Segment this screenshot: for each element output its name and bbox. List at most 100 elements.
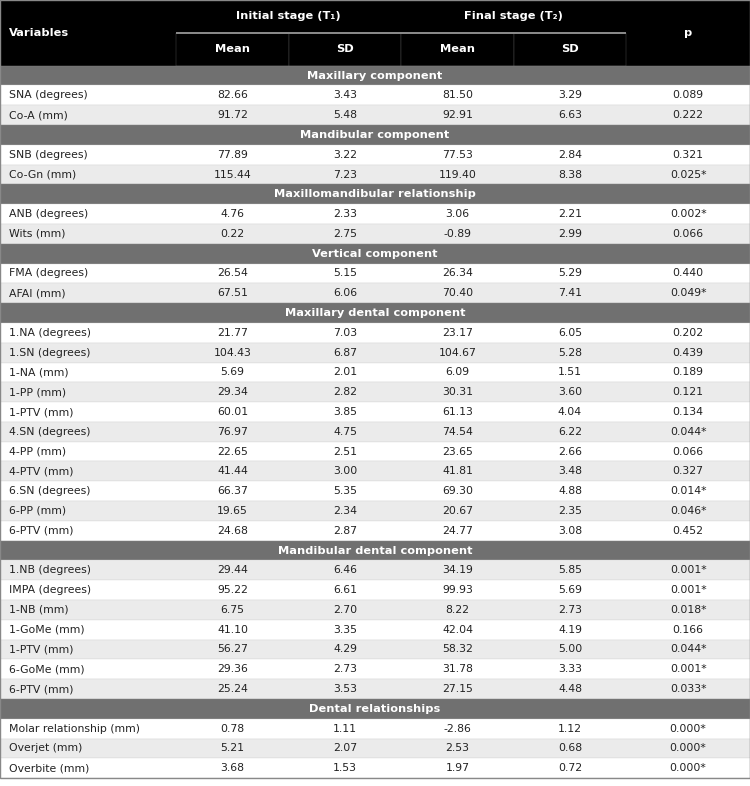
Bar (0, 422, 750, 442)
Text: 0.025*: 0.025* (670, 170, 706, 179)
Text: 58.32: 58.32 (442, 645, 473, 655)
Text: 1.11: 1.11 (333, 724, 357, 733)
Text: 3.00: 3.00 (333, 466, 357, 476)
Text: 26.34: 26.34 (442, 269, 473, 278)
Bar (0, 718, 750, 739)
Text: AFAI (mm): AFAI (mm) (9, 288, 66, 298)
Text: 1-PTV (mm): 1-PTV (mm) (9, 645, 74, 655)
Bar (0, 521, 750, 541)
Bar (514, 33, 626, 66)
Text: 6.87: 6.87 (333, 347, 357, 358)
Text: 119.40: 119.40 (439, 170, 476, 179)
Text: 6.61: 6.61 (333, 585, 357, 595)
Text: 0.066: 0.066 (673, 446, 704, 457)
Text: 66.37: 66.37 (217, 487, 248, 496)
Text: 0.089: 0.089 (673, 90, 704, 101)
Text: 23.65: 23.65 (442, 446, 473, 457)
Text: 6.63: 6.63 (558, 110, 582, 120)
Text: 1.12: 1.12 (558, 724, 582, 733)
Bar (0, 699, 750, 718)
Text: 6.SN (degrees): 6.SN (degrees) (9, 487, 91, 496)
Text: Overjet (mm): Overjet (mm) (9, 744, 82, 754)
Text: Maxillomandibular relationship: Maxillomandibular relationship (274, 189, 476, 200)
Text: Co-A (mm): Co-A (mm) (9, 110, 68, 120)
Text: Mean: Mean (215, 44, 250, 54)
Text: Co-Gn (mm): Co-Gn (mm) (9, 170, 76, 179)
Text: 0.68: 0.68 (558, 744, 582, 754)
Bar (0, 501, 750, 521)
Text: 41.10: 41.10 (217, 625, 248, 635)
Text: 3.33: 3.33 (558, 664, 582, 674)
Text: 5.69: 5.69 (558, 585, 582, 595)
Text: 1.51: 1.51 (558, 367, 582, 377)
Text: 27.15: 27.15 (442, 684, 473, 694)
Text: 6.06: 6.06 (333, 288, 357, 298)
Bar (176, 33, 289, 66)
Text: 0.014*: 0.014* (670, 487, 706, 496)
Text: Vertical component: Vertical component (312, 248, 438, 259)
Text: 6.75: 6.75 (220, 605, 245, 615)
Text: 0.439: 0.439 (673, 347, 704, 358)
Text: 4.76: 4.76 (220, 209, 245, 219)
Text: SNA (degrees): SNA (degrees) (9, 90, 88, 101)
Text: 4.75: 4.75 (333, 427, 357, 437)
Text: 0.066: 0.066 (673, 229, 704, 239)
Text: 95.22: 95.22 (217, 585, 248, 595)
Text: 0.22: 0.22 (220, 229, 245, 239)
Text: -2.86: -2.86 (443, 724, 472, 733)
Text: 74.54: 74.54 (442, 427, 473, 437)
Text: 1-NB (mm): 1-NB (mm) (9, 605, 69, 615)
Bar (0, 758, 750, 778)
Text: 6.46: 6.46 (333, 565, 357, 575)
Text: 41.81: 41.81 (442, 466, 473, 476)
Text: 0.002*: 0.002* (670, 209, 706, 219)
Text: 3.53: 3.53 (333, 684, 357, 694)
Text: -0.89: -0.89 (443, 229, 472, 239)
Text: 0.121: 0.121 (673, 387, 704, 397)
Text: Maxillary component: Maxillary component (308, 71, 442, 81)
Text: 5.28: 5.28 (558, 347, 582, 358)
Text: 2.33: 2.33 (333, 209, 357, 219)
Text: 0.72: 0.72 (558, 763, 582, 773)
Bar (0, 263, 750, 284)
Text: Dental relationships: Dental relationships (309, 704, 441, 714)
Bar (0, 640, 750, 659)
Bar (0, 560, 750, 580)
Text: 0.78: 0.78 (220, 724, 245, 733)
Text: SNB (degrees): SNB (degrees) (9, 149, 88, 160)
Text: 70.40: 70.40 (442, 288, 473, 298)
Text: 1-PP (mm): 1-PP (mm) (9, 387, 66, 397)
Text: 0.134: 0.134 (673, 407, 704, 417)
Text: 2.73: 2.73 (558, 605, 582, 615)
Text: 2.34: 2.34 (333, 506, 357, 516)
Bar (0, 86, 750, 105)
Text: 0.033*: 0.033* (670, 684, 706, 694)
Text: 69.30: 69.30 (442, 487, 473, 496)
Text: 1-GoMe (mm): 1-GoMe (mm) (9, 625, 85, 635)
Text: 4.48: 4.48 (558, 684, 582, 694)
Text: 0.046*: 0.046* (670, 506, 706, 516)
Text: 0.001*: 0.001* (670, 664, 706, 674)
Text: 3.29: 3.29 (558, 90, 582, 101)
Text: 91.72: 91.72 (217, 110, 248, 120)
Text: 0.044*: 0.044* (670, 427, 706, 437)
Text: 0.018*: 0.018* (670, 605, 706, 615)
Text: Molar relationship (mm): Molar relationship (mm) (9, 724, 140, 733)
Text: 1.NB (degrees): 1.NB (degrees) (9, 565, 91, 575)
Text: 2.73: 2.73 (333, 664, 357, 674)
Bar (0, 580, 750, 600)
Text: 2.82: 2.82 (333, 387, 357, 397)
Text: 5.21: 5.21 (220, 744, 245, 754)
Bar (0, 343, 750, 362)
Bar (0, 541, 750, 560)
Text: FMA (degrees): FMA (degrees) (9, 269, 88, 278)
Bar (0, 164, 750, 185)
Text: 1.NA (degrees): 1.NA (degrees) (9, 328, 91, 338)
Text: 29.34: 29.34 (217, 387, 248, 397)
Text: 77.89: 77.89 (217, 149, 248, 160)
Text: 29.44: 29.44 (217, 565, 248, 575)
Text: 29.36: 29.36 (217, 664, 248, 674)
Text: 5.69: 5.69 (220, 367, 245, 377)
Text: 3.48: 3.48 (558, 466, 582, 476)
Text: 34.19: 34.19 (442, 565, 473, 575)
